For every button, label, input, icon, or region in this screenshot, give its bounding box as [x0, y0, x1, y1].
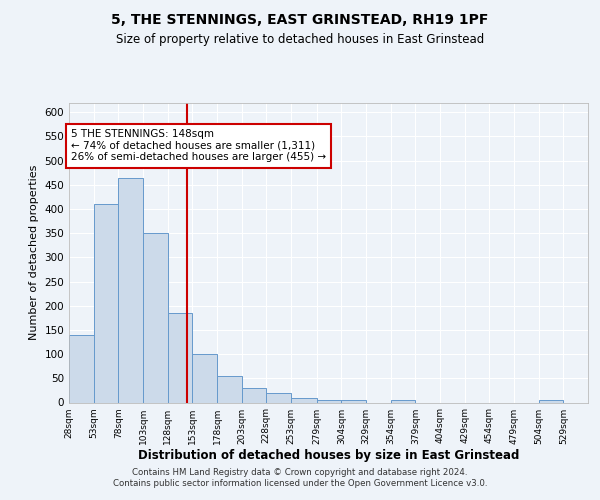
Text: Size of property relative to detached houses in East Grinstead: Size of property relative to detached ho…: [116, 32, 484, 46]
Bar: [143, 233, 167, 402]
Bar: [291, 398, 317, 402]
Bar: [242, 388, 266, 402]
Text: 5 THE STENNINGS: 148sqm
← 74% of detached houses are smaller (1,311)
26% of semi: 5 THE STENNINGS: 148sqm ← 74% of detache…: [71, 129, 326, 162]
Bar: [341, 400, 366, 402]
Bar: [217, 376, 242, 402]
Bar: [69, 335, 94, 402]
Bar: [118, 178, 143, 402]
Bar: [317, 400, 341, 402]
Bar: [266, 393, 291, 402]
Bar: [167, 313, 193, 402]
Bar: [94, 204, 118, 402]
Bar: [391, 400, 415, 402]
Text: 5, THE STENNINGS, EAST GRINSTEAD, RH19 1PF: 5, THE STENNINGS, EAST GRINSTEAD, RH19 1…: [112, 12, 488, 26]
Y-axis label: Number of detached properties: Number of detached properties: [29, 165, 39, 340]
Bar: [193, 354, 217, 403]
Text: Contains HM Land Registry data © Crown copyright and database right 2024.
Contai: Contains HM Land Registry data © Crown c…: [113, 468, 487, 487]
X-axis label: Distribution of detached houses by size in East Grinstead: Distribution of detached houses by size …: [138, 450, 519, 462]
Bar: [539, 400, 563, 402]
